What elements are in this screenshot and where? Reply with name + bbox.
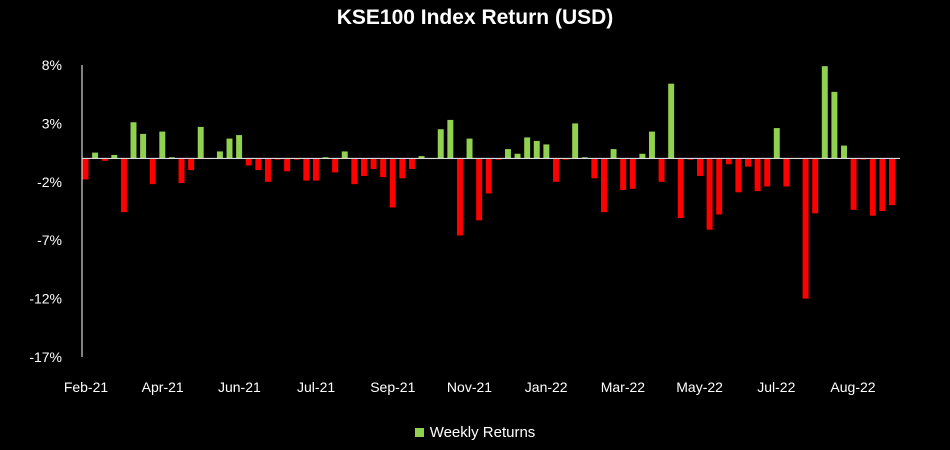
bar	[879, 158, 886, 211]
bar	[524, 137, 531, 159]
bar	[572, 123, 579, 159]
y-axis-ticks: 8% 3% -2% -7% -12% -17%	[29, 57, 62, 365]
bar	[869, 158, 876, 216]
x-tick-label: May-22	[676, 379, 723, 395]
bar	[668, 83, 675, 159]
x-tick-label: Feb-21	[64, 379, 109, 395]
bar	[706, 158, 713, 230]
bar	[255, 158, 262, 171]
bar	[658, 158, 665, 182]
bar	[303, 158, 310, 181]
bar	[351, 158, 358, 185]
y-tick-label: -7%	[37, 232, 62, 248]
bar	[418, 156, 425, 159]
legend: Weekly Returns	[0, 424, 950, 441]
bar	[773, 128, 780, 159]
bar	[620, 158, 627, 190]
bar	[821, 66, 828, 159]
y-tick-label: 3%	[42, 115, 62, 131]
x-tick-label: Jan-22	[525, 379, 568, 395]
bar	[610, 149, 617, 159]
bar	[437, 129, 444, 159]
bar	[697, 158, 703, 176]
bar	[360, 158, 367, 176]
x-tick-label: Jul-22	[757, 379, 795, 395]
bar	[341, 151, 348, 159]
bar	[284, 158, 291, 172]
bar	[120, 158, 127, 213]
bar	[485, 158, 492, 194]
bar	[648, 131, 655, 159]
bar	[716, 158, 723, 215]
bar	[197, 126, 204, 159]
bar	[514, 153, 521, 159]
chart-title: KSE100 Index Return (USD)	[336, 6, 614, 29]
bar	[447, 119, 454, 159]
x-tick-label: Jun-21	[218, 379, 261, 395]
bar	[725, 158, 732, 165]
bar	[543, 144, 550, 159]
bar	[380, 158, 387, 178]
x-tick-label: Nov-21	[447, 379, 492, 395]
bar	[159, 131, 166, 159]
x-tick-label: Apr-21	[142, 379, 184, 395]
bar	[101, 158, 108, 161]
y-tick-label: -2%	[37, 174, 62, 190]
bar	[629, 158, 636, 189]
bar	[466, 138, 473, 159]
legend-swatch	[414, 428, 424, 437]
bar	[677, 158, 684, 219]
bar	[264, 158, 271, 182]
bar	[552, 158, 559, 182]
x-axis-ticks: Feb-21 Apr-21 Jun-21 Jul-21 Sep-21 Nov-21 Jan-…	[64, 379, 876, 395]
bar	[245, 158, 252, 166]
bar	[236, 135, 243, 159]
bar	[332, 158, 339, 173]
bar	[504, 149, 511, 159]
bar	[841, 145, 847, 159]
bar	[92, 152, 99, 159]
x-tick-label: Mar-22	[601, 379, 646, 395]
bar	[764, 158, 771, 187]
bar	[178, 158, 185, 183]
bar	[639, 153, 646, 159]
bar	[533, 140, 540, 159]
bar	[783, 158, 790, 187]
bar	[889, 158, 895, 206]
y-tick-label: -17%	[29, 349, 62, 365]
bar	[591, 158, 598, 179]
bar	[312, 158, 319, 181]
bar	[188, 158, 195, 171]
bar	[149, 158, 156, 185]
y-tick-label: -12%	[29, 291, 62, 307]
bar	[754, 158, 761, 192]
x-tick-label: Aug-22	[830, 379, 875, 395]
bar	[130, 122, 137, 159]
bar	[399, 158, 406, 179]
bar	[140, 133, 147, 159]
x-tick-label: Sep-21	[370, 379, 415, 395]
y-tick-label: 8%	[42, 57, 62, 73]
legend-label: Weekly Returns	[429, 424, 536, 441]
bar	[735, 158, 742, 193]
bar	[802, 158, 809, 299]
bar	[226, 138, 233, 159]
x-tick-label: Jul-21	[297, 379, 335, 395]
bar	[456, 158, 463, 236]
bar	[370, 158, 377, 169]
bar	[476, 158, 483, 221]
bar	[812, 158, 819, 214]
bar	[82, 158, 89, 180]
bar	[600, 158, 607, 213]
bar	[389, 158, 396, 208]
bar	[408, 158, 415, 169]
bar	[831, 91, 838, 159]
bar	[111, 154, 118, 159]
bar	[850, 158, 857, 210]
bar	[216, 151, 223, 159]
bars-group	[82, 66, 895, 299]
bar	[745, 158, 751, 167]
